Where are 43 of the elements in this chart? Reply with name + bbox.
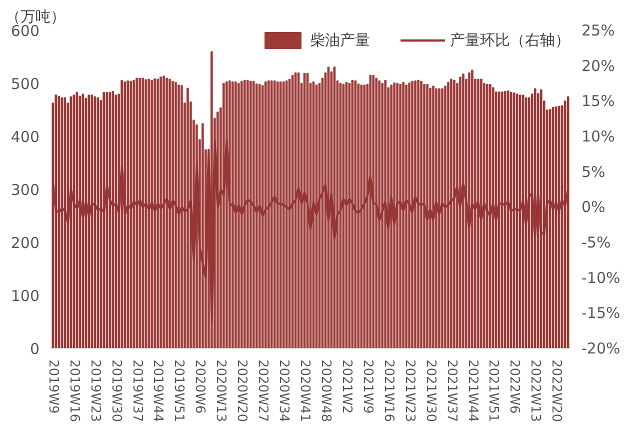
y2-tick-label: 25%	[582, 22, 615, 40]
x-tick-label: 2019W44	[150, 360, 166, 422]
x-tick-label: 2019W9	[45, 360, 60, 414]
x-tick-label: 2020W13	[213, 360, 228, 422]
x-tick-label: 2020W27	[255, 360, 270, 422]
legend-label: 柴油产量	[310, 30, 370, 50]
x-tick-label: 2020W6	[192, 360, 208, 414]
x-tick-label: 2020W20	[234, 360, 250, 422]
y2-tick-label: -10%	[582, 268, 620, 287]
y-tick-label: 500	[10, 75, 40, 93]
x-tick-label: 2020W34	[276, 360, 292, 422]
y2-tick-label: -5%	[582, 234, 611, 252]
x-tick-label: 2021W16	[380, 360, 396, 422]
y-tick-label: 0	[30, 340, 40, 358]
x-tick-label: 2020W48	[318, 360, 333, 422]
x-tick-label: 2021W2	[338, 360, 354, 414]
y2-tick-label: 5%	[582, 162, 606, 181]
x-tick-label: 2022W13	[528, 360, 543, 422]
x-tick-label: 2020W41	[297, 360, 312, 422]
x-tick-label: 2019W30	[108, 360, 124, 422]
y-tick-label: 300	[10, 181, 40, 199]
x-tick-label: 2021W37	[444, 360, 459, 422]
y2-tick-label: -20%	[582, 340, 620, 358]
x-tick-label: 2021W30	[422, 360, 438, 422]
x-tick-label: 2019W37	[129, 360, 144, 422]
y2-tick-label: 0%	[582, 198, 606, 216]
x-tick-label: 2021W51	[486, 360, 501, 422]
y2-tick-label: 20%	[582, 56, 615, 75]
x-tick-label: 2019W23	[87, 360, 102, 422]
x-tick-label: 2019W51	[171, 360, 186, 422]
legend-label: 产量环比（右轴）	[450, 30, 570, 50]
y2-tick-label: -15%	[582, 304, 620, 322]
x-tick-label: 2021W23	[402, 360, 417, 422]
y2-tick-label: 15%	[582, 92, 615, 110]
x-tick-label: 2022W6	[506, 360, 522, 414]
x-tick-label: 2021W44	[464, 360, 480, 422]
y-tick-label: 200	[10, 234, 40, 252]
x-tick-label: 2019W16	[66, 360, 82, 422]
x-tick-label: 2021W9	[360, 360, 375, 414]
x-tick-label: 2022W20	[548, 360, 564, 422]
y-tick-label: 400	[10, 128, 40, 146]
y2-tick-label: 10%	[582, 128, 615, 146]
y-tick-label: 100	[10, 287, 40, 305]
